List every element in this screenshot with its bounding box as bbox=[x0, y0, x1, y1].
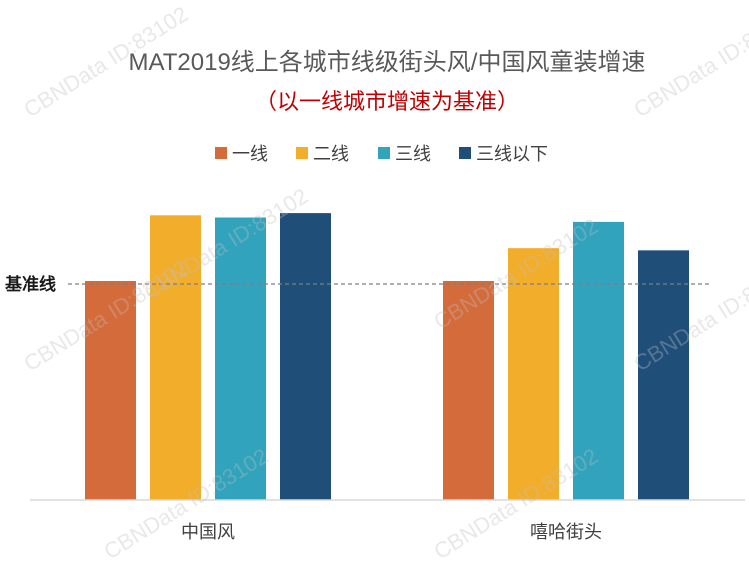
bar-hiphop-street-tier1 bbox=[443, 281, 494, 500]
legend-label-tier3: 三线 bbox=[395, 144, 431, 164]
bar-chinese-style-tier3 bbox=[215, 217, 266, 501]
reference-line-label: 基准线 bbox=[4, 274, 56, 294]
legend-label-tier1: 一线 bbox=[232, 144, 268, 164]
legend-label-below-tier3: 三线以下 bbox=[476, 144, 548, 164]
bar-hiphop-street-tier2 bbox=[508, 248, 559, 500]
chart-title: MAT2019线上各城市线级街头风/中国风童装增速 bbox=[129, 49, 646, 76]
bar-chinese-style-below-tier3 bbox=[280, 213, 331, 501]
watermark-text: CBNData ID:83102 bbox=[629, 1, 749, 122]
bar-chinese-style-tier2 bbox=[150, 215, 201, 501]
legend-label-tier2: 二线 bbox=[313, 144, 349, 164]
category-label-hiphop-street: 嘻哈街头 bbox=[530, 522, 602, 542]
legend-swatch-below-tier3 bbox=[459, 147, 471, 159]
bar-hiphop-street-tier3 bbox=[573, 221, 624, 500]
legend-swatch-tier2 bbox=[296, 147, 308, 159]
bar-chinese-style-tier1 bbox=[85, 281, 136, 500]
bar-hiphop-street-below-tier3 bbox=[638, 250, 689, 500]
chart-subtitle: （以一线城市增速为基准） bbox=[255, 89, 519, 114]
bar-group bbox=[85, 213, 689, 501]
legend-swatch-tier3 bbox=[378, 147, 390, 159]
legend-swatch-tier1 bbox=[215, 147, 227, 159]
legend: 一线 二线 三线 三线以下 bbox=[215, 144, 548, 164]
category-label-chinese-style: 中国风 bbox=[181, 522, 235, 542]
